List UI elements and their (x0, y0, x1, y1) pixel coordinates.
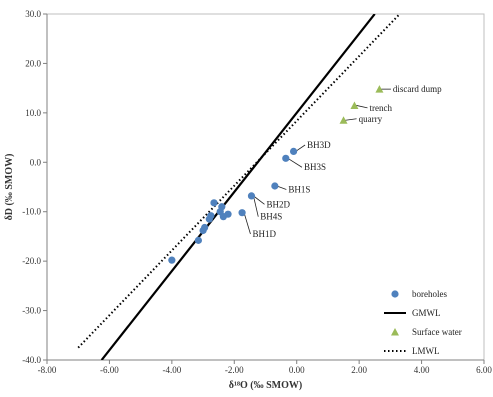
boreholes-point (282, 154, 290, 162)
axes: -8.00 -6.00 -4.00 -2.00 0.00 2.00 4.00 6.00 -40.… (22, 9, 492, 375)
legend-label-gmwl: GMWL (412, 308, 441, 318)
boreholes-point (194, 236, 202, 244)
legend-label-boreholes: boreholes (412, 289, 447, 299)
annotation-leader (295, 144, 306, 152)
annotation-leader (356, 105, 368, 109)
series-lines (77, 14, 401, 360)
x-tick-label: -8.00 (38, 365, 57, 375)
annotation-label: BH3D (307, 140, 331, 150)
annotation-label: discard dump (393, 84, 442, 94)
annotation-label: BH3S (304, 162, 326, 172)
boreholes-point (238, 209, 246, 217)
y-tick-label: 20.0 (25, 58, 41, 68)
annotation-label: BH2D (267, 199, 291, 209)
x-tick-label: 6.00 (476, 365, 492, 375)
annotation-label: trench (370, 103, 393, 113)
annotation-leader (243, 212, 251, 235)
y-tick-label: -20.0 (22, 256, 41, 266)
x-tick-label: 0.00 (289, 365, 305, 375)
lmwl-line (77, 14, 401, 349)
boreholes-point (289, 147, 298, 156)
surface-water-point (375, 85, 384, 93)
y-axis-title: δD (‰ SMOW) (4, 154, 15, 221)
annotation-leader (276, 185, 287, 190)
boreholes-point (224, 210, 232, 218)
y-tick-label: 10.0 (25, 108, 41, 118)
y-tick-label: -30.0 (22, 306, 41, 316)
surface-water-point (350, 101, 359, 109)
series-points (168, 85, 384, 264)
gmwl-line (100, 14, 376, 360)
x-tick-label: -4.00 (162, 365, 181, 375)
boreholes-point (218, 203, 226, 211)
legend-swatch-surface-water (391, 328, 399, 336)
annotation-leader (253, 195, 265, 205)
legend-swatch-boreholes (391, 290, 399, 298)
legend-label-lmwl: LMWL (412, 346, 440, 356)
annotation-label: quarry (359, 114, 383, 124)
boreholes-point (168, 256, 176, 264)
annotation-label: BH1D (252, 229, 276, 239)
legend-label-surface-water: Surface water (412, 327, 462, 337)
boreholes-point (271, 182, 279, 190)
boreholes-point (210, 199, 218, 207)
annotation-label: BH1S (288, 184, 310, 194)
y-tick-label: -10.0 (22, 207, 41, 217)
annotation-leader (287, 157, 303, 168)
x-tick-label: -2.00 (225, 365, 244, 375)
annotation-leader (345, 118, 357, 121)
x-tick-label: 2.00 (351, 365, 367, 375)
boreholes-point (201, 223, 209, 232)
boreholes-point (247, 192, 256, 200)
y-tick-label: 30.0 (25, 9, 41, 19)
annotations: BH3D BH3S BH1S BH2D BH4S BH1D discard dumptren… (252, 84, 442, 239)
x-tick-label: 4.00 (414, 365, 430, 375)
boreholes-point (207, 212, 215, 220)
y-tick-label: 0.0 (30, 157, 42, 167)
x-axis-title: δ¹⁸O (‰ SMOW) (229, 380, 302, 391)
annotation-leader (253, 195, 259, 217)
x-tick-label: -6.00 (100, 365, 119, 375)
annotation-leaders (243, 88, 391, 235)
annotation-label: BH4S (260, 212, 282, 222)
y-tick-label: -40.0 (22, 355, 41, 365)
legend: boreholes GMWL Surface water LMWL (384, 289, 462, 356)
surface-water-point (339, 116, 348, 124)
